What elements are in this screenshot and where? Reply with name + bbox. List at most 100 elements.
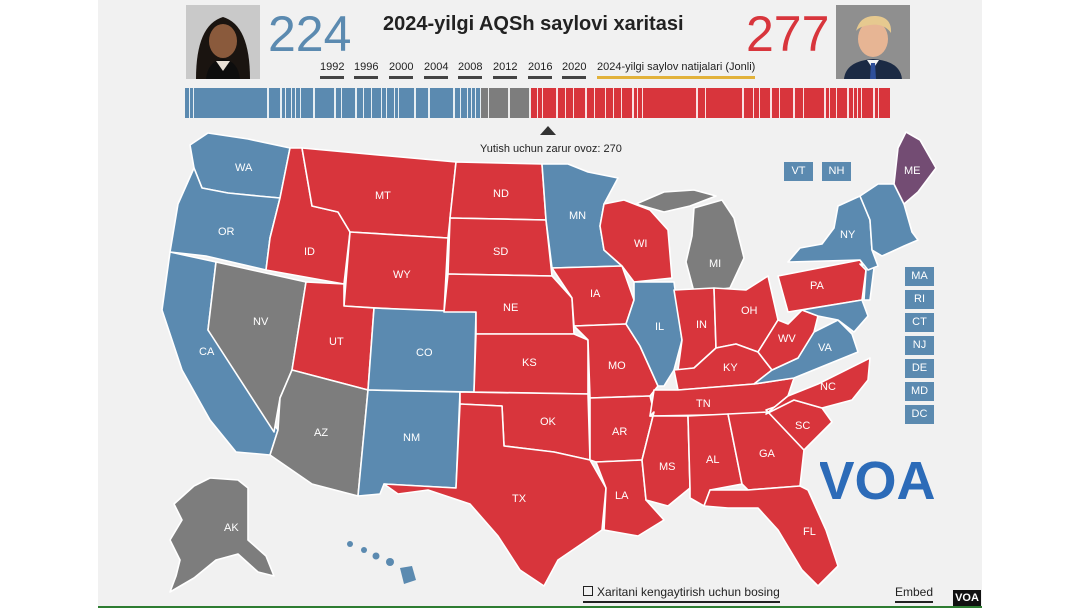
- label-NE: NE: [503, 302, 518, 314]
- democrat-segment: [301, 88, 315, 118]
- republican-segment: [531, 88, 538, 118]
- democrat-segment: [394, 88, 399, 118]
- democrat-segment: [363, 88, 372, 118]
- year-tab-2000[interactable]: 2000: [389, 61, 414, 79]
- label-TX: TX: [512, 493, 527, 505]
- voa-badge: VOA: [953, 590, 981, 607]
- small-state-MD[interactable]: MD: [905, 382, 934, 401]
- democrat-segment: [386, 88, 395, 118]
- electoral-vote-bar: [185, 88, 913, 118]
- republican-segment: [705, 88, 744, 118]
- label-NY: NY: [840, 229, 856, 241]
- label-ID: ID: [304, 246, 315, 258]
- label-SD: SD: [493, 246, 508, 258]
- label-OH: OH: [741, 305, 758, 317]
- democrat-segment: [185, 88, 191, 118]
- label-KY: KY: [723, 362, 738, 374]
- republican-segment: [574, 88, 587, 118]
- year-tab-2016[interactable]: 2016: [528, 61, 553, 79]
- republican-segment: [780, 88, 795, 118]
- left-margin: [0, 0, 98, 608]
- label-IA: IA: [590, 288, 601, 300]
- republican-segment: [836, 88, 849, 118]
- expand-map-link[interactable]: Xaritani kengaytirish uchun bosing: [583, 585, 780, 603]
- democrat-segment: [286, 88, 292, 118]
- year-tab-1992[interactable]: 1992: [320, 61, 345, 79]
- us-states-map: WA OR CA ID NV MT WY UT AZ CO NM ND SD N…: [161, 131, 937, 593]
- republican-segment: [854, 88, 859, 118]
- state-HI[interactable]: [347, 541, 416, 584]
- small-state-MA[interactable]: MA: [905, 267, 934, 286]
- republican-segment: [743, 88, 755, 118]
- label-MI: MI: [709, 258, 721, 270]
- map-title: 2024-yilgi AQSh saylovi xaritasi: [383, 13, 684, 35]
- label-MT: MT: [375, 190, 391, 202]
- republican-segment: [825, 88, 831, 118]
- label-MS: MS: [659, 461, 676, 473]
- bottom-rule: [98, 606, 982, 608]
- label-ME: ME: [904, 165, 921, 177]
- republican-segment: [613, 88, 622, 118]
- state-ME[interactable]: [893, 131, 937, 205]
- small-state-NJ[interactable]: NJ: [905, 336, 934, 355]
- threshold-marker-icon: [540, 126, 556, 135]
- democrat-segment: [398, 88, 417, 118]
- year-tab-2020[interactable]: 2020: [562, 61, 587, 79]
- democrat-segment: [460, 88, 468, 118]
- label-LA: LA: [615, 490, 629, 502]
- label-AL: AL: [706, 454, 719, 466]
- republican-segment: [848, 88, 855, 118]
- state-MD-shore[interactable]: [801, 299, 869, 333]
- label-CO: CO: [416, 347, 433, 359]
- state-labels: WA OR CA ID NV MT WY UT AZ CO NM ND SD N…: [199, 162, 921, 538]
- state-AK[interactable]: [169, 477, 275, 593]
- election-map-panel: 224 2024-yilgi AQSh saylovi xaritasi 277…: [98, 0, 982, 606]
- undecided-segment: [489, 88, 510, 118]
- republican-candidate-photo: [836, 5, 910, 79]
- small-state-VT[interactable]: VT: [784, 162, 813, 181]
- year-tab-2024-live[interactable]: 2024-yilgi saylov natijalari (Jonli): [597, 61, 756, 79]
- label-MN: MN: [569, 210, 586, 222]
- year-tab-2008[interactable]: 2008: [458, 61, 483, 79]
- state-TX[interactable]: [383, 403, 607, 587]
- state-KS[interactable]: [473, 333, 589, 395]
- republican-segment: [754, 88, 760, 118]
- label-NM: NM: [403, 432, 420, 444]
- label-CA: CA: [199, 346, 215, 358]
- label-MO: MO: [608, 360, 626, 372]
- state-NC[interactable]: [765, 357, 871, 415]
- label-IN: IN: [696, 319, 707, 331]
- republican-segment: [558, 88, 567, 118]
- year-tab-1996[interactable]: 1996: [354, 61, 379, 79]
- republican-segment: [771, 88, 780, 118]
- expand-map-label: Xaritani kengaytirish uchun bosing: [597, 585, 780, 599]
- year-tab-2012[interactable]: 2012: [493, 61, 518, 79]
- state-MI-upper[interactable]: [635, 189, 717, 213]
- republican-segment: [637, 88, 644, 118]
- label-OR: OR: [218, 226, 235, 238]
- small-state-NH[interactable]: NH: [822, 162, 851, 181]
- small-state-DC[interactable]: DC: [905, 405, 934, 424]
- label-ND: ND: [493, 188, 509, 200]
- label-NV: NV: [253, 316, 269, 328]
- undecided-segment: [509, 88, 532, 118]
- small-state-DE[interactable]: DE: [905, 359, 934, 378]
- state-New-England[interactable]: [859, 183, 919, 257]
- voa-logo-text: VOA: [820, 452, 934, 504]
- republican-segment: [621, 88, 634, 118]
- small-state-CT[interactable]: CT: [905, 313, 934, 332]
- label-UT: UT: [329, 336, 344, 348]
- label-PA: PA: [810, 280, 825, 292]
- state-MI[interactable]: [685, 199, 745, 293]
- embed-link[interactable]: Embed: [895, 585, 934, 603]
- year-tab-2004[interactable]: 2004: [424, 61, 449, 79]
- republican-segment: [537, 88, 544, 118]
- democrat-segment: [282, 88, 287, 118]
- democrat-segment: [291, 88, 296, 118]
- republican-segment: [830, 88, 837, 118]
- small-state-RI[interactable]: RI: [905, 290, 934, 309]
- state-PA[interactable]: [777, 259, 867, 313]
- state-FL[interactable]: [703, 485, 839, 587]
- democrat-segment: [467, 88, 472, 118]
- democrat-segment: [356, 88, 364, 118]
